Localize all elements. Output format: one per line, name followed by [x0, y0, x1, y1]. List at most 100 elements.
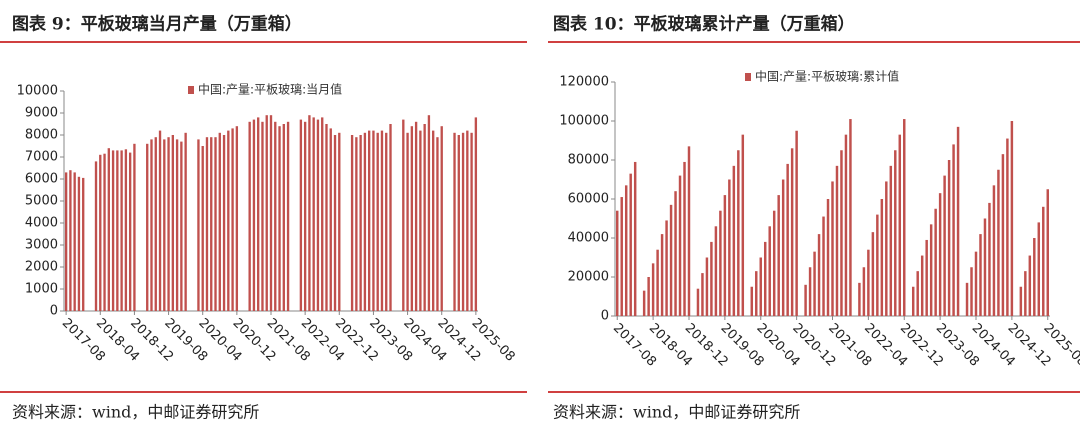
- bar: [329, 128, 332, 311]
- bar: [466, 130, 469, 311]
- bar: [427, 115, 431, 311]
- bar: [669, 204, 673, 316]
- bar: [163, 139, 166, 311]
- bar: [282, 124, 285, 311]
- bar: [64, 172, 68, 311]
- bar: [956, 126, 960, 316]
- bar: [146, 143, 149, 311]
- bar: [705, 257, 709, 316]
- bar: [171, 135, 175, 311]
- bar: [979, 234, 982, 316]
- bar: [286, 121, 290, 311]
- bar: [678, 175, 682, 316]
- bar: [665, 220, 668, 316]
- bar: [278, 126, 281, 311]
- bar: [701, 273, 704, 316]
- bar: [772, 210, 776, 316]
- bar: [120, 150, 123, 311]
- y-tick-label: 5000: [25, 194, 58, 209]
- bar: [269, 115, 273, 311]
- bar: [755, 271, 758, 316]
- legend-swatch: [745, 73, 751, 81]
- y-tick-label: 4000: [25, 216, 58, 231]
- bar: [1001, 154, 1005, 316]
- bar: [470, 132, 473, 311]
- bar: [69, 170, 72, 311]
- bar: [158, 130, 162, 311]
- bar: [376, 132, 379, 311]
- bar: [350, 135, 354, 311]
- y-tick-label: 60000: [568, 192, 609, 207]
- bar: [894, 150, 897, 316]
- bar: [167, 137, 170, 311]
- y-tick-label: 10000: [17, 84, 58, 99]
- bar: [835, 165, 839, 316]
- bar: [777, 195, 780, 316]
- bar: [974, 251, 978, 316]
- bar: [316, 119, 320, 311]
- bar: [389, 124, 392, 311]
- bar: [1010, 121, 1014, 316]
- y-tick-label: 9000: [25, 106, 58, 121]
- bar: [947, 160, 951, 316]
- bar: [871, 232, 875, 316]
- bar: [849, 119, 852, 316]
- bar: [150, 139, 153, 311]
- bar: [1019, 286, 1023, 316]
- bar: [432, 130, 435, 311]
- bar: [862, 267, 866, 316]
- bar: [795, 130, 798, 316]
- bar: [175, 139, 179, 311]
- bar: [303, 121, 307, 311]
- bar: [321, 117, 324, 312]
- bar: [308, 115, 311, 311]
- bar: [257, 117, 260, 312]
- bar: [73, 172, 76, 311]
- legend-label: 中国:产量:平板玻璃:累计值: [755, 69, 899, 84]
- bar: [1028, 255, 1032, 316]
- bar: [82, 177, 85, 311]
- bar: [629, 173, 632, 316]
- bar: [651, 263, 655, 316]
- y-tick-label: 6000: [25, 172, 58, 187]
- bar: [826, 199, 830, 316]
- bar: [988, 202, 991, 316]
- bar: [858, 282, 861, 316]
- bar: [116, 150, 119, 311]
- bar: [965, 282, 969, 316]
- bar: [474, 117, 478, 312]
- bar: [633, 161, 637, 316]
- legend-swatch: [188, 86, 194, 94]
- chart-title: 图表 9：平板玻璃当月产量（万重箱）: [12, 14, 302, 35]
- bar: [299, 119, 303, 311]
- bar: [359, 135, 362, 311]
- bar: [406, 132, 409, 311]
- y-tick-label: 7000: [25, 150, 58, 165]
- bar: [647, 277, 650, 316]
- bar: [934, 208, 937, 316]
- bar: [1024, 271, 1027, 316]
- bar: [107, 148, 110, 311]
- bar: [714, 226, 718, 316]
- bar: [786, 163, 789, 316]
- bar: [333, 135, 337, 311]
- bar: [248, 121, 251, 311]
- y-tick-label: 120000: [559, 75, 609, 90]
- bar: [970, 267, 973, 316]
- bar: [261, 121, 264, 311]
- bar: [1033, 238, 1036, 316]
- bar: [620, 197, 623, 316]
- bar: [840, 150, 843, 316]
- y-tick-label: 20000: [568, 270, 609, 285]
- bar: [218, 132, 221, 311]
- bar: [916, 271, 919, 316]
- bar: [656, 249, 659, 316]
- bar: [898, 134, 902, 316]
- bar: [128, 152, 132, 311]
- y-tick-label: 1000: [25, 282, 58, 297]
- bar: [642, 290, 646, 316]
- bar: [880, 199, 884, 316]
- bar: [1042, 206, 1045, 316]
- chart-title: 图表 10：平板玻璃累计产量（万重箱）: [553, 14, 855, 35]
- bar: [1006, 138, 1009, 316]
